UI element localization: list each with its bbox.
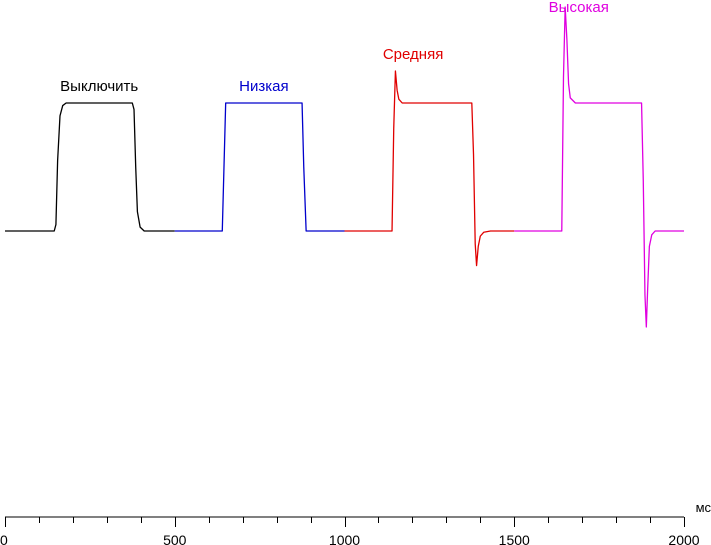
series-label: Выключить xyxy=(60,78,138,95)
series-line xyxy=(174,102,345,232)
series-line xyxy=(514,6,684,328)
series-lines xyxy=(5,6,684,328)
series-label: Низкая xyxy=(239,78,288,95)
x-tick-label: 1000 xyxy=(329,532,360,545)
x-tick-label: 0 xyxy=(0,532,8,545)
x-axis: 0 500 1000 1500 2000 мс xyxy=(0,500,711,545)
series-line xyxy=(344,70,515,267)
series-label: Высокая xyxy=(549,0,609,16)
series-labels: Выключить Низкая Средняя Высокая xyxy=(60,0,609,95)
series-label: Средняя xyxy=(383,46,443,63)
x-tick-label: 2000 xyxy=(668,532,699,545)
x-tick-label: 500 xyxy=(163,532,187,545)
series-line xyxy=(5,102,175,232)
x-unit-label: мс xyxy=(696,500,711,515)
x-tick-label: 1500 xyxy=(499,532,530,545)
